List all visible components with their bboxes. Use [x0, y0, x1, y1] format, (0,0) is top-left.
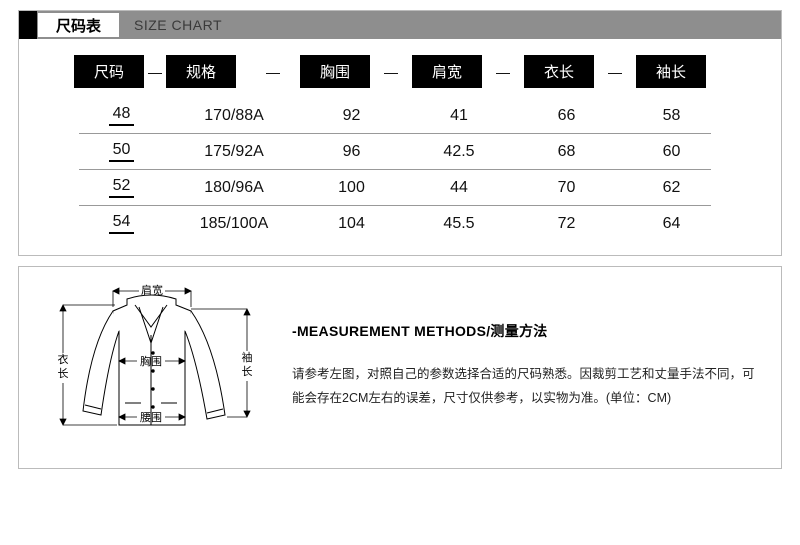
size-chart-header: 尺码表 SIZE CHART — [19, 11, 781, 39]
diagram-label-sleeve-b: 长 — [242, 365, 253, 378]
table-cell: 92 — [299, 107, 404, 125]
table-cell: 48 — [74, 105, 169, 126]
table-cell: 170/88A — [169, 107, 299, 125]
col-sep: — — [482, 65, 524, 79]
table-header-row: 尺码 — 规格 — 胸围 — 肩宽 — 衣长 — 袖长 — [19, 49, 781, 98]
table-cell: 64 — [619, 215, 724, 233]
table-cell: 104 — [299, 215, 404, 233]
size-chart-panel: 尺码表 SIZE CHART 尺码 — 规格 — 胸围 — 肩宽 — 衣长 — … — [18, 10, 782, 256]
table-cell: 180/96A — [169, 179, 299, 197]
table-cell: 62 — [619, 179, 724, 197]
table-cell: 68 — [514, 143, 619, 161]
col-sep: — — [594, 65, 636, 79]
col-shoulder: 肩宽 — [412, 55, 482, 88]
diagram-label-waist: 腰围 — [140, 411, 162, 424]
diagram-label-sleeve-a: 袖 — [242, 350, 253, 364]
table-cell: 52 — [74, 177, 169, 198]
table-cell: 44 — [404, 179, 514, 197]
table-cell: 41 — [404, 107, 514, 125]
col-sep: — — [370, 65, 412, 79]
header-tab-cn: 尺码表 — [37, 12, 120, 38]
header-tab-en: SIZE CHART — [120, 11, 236, 39]
table-row: 52180/96A100447062 — [19, 170, 781, 205]
garment-diagram: 肩宽 胸围 腰围 — [39, 283, 264, 448]
table-cell: 54 — [74, 213, 169, 234]
diagram-label-length-b: 长 — [58, 367, 69, 380]
measurement-panel: 肩宽 胸围 腰围 — [18, 266, 782, 469]
table-cell: 72 — [514, 215, 619, 233]
col-sep: — — [236, 65, 300, 79]
col-chest: 胸围 — [300, 55, 370, 88]
diagram-label-shoulder: 肩宽 — [141, 283, 163, 297]
col-length: 衣长 — [524, 55, 594, 88]
measurement-title: -MEASUREMENT METHODS/测量方法 — [292, 321, 761, 341]
table-cell: 100 — [299, 179, 404, 197]
table-cell: 175/92A — [169, 143, 299, 161]
table-row: 50175/92A9642.56860 — [19, 134, 781, 169]
table-row: 54185/100A10445.57264 — [19, 206, 781, 241]
col-sep: — — [144, 65, 166, 79]
table-cell: 60 — [619, 143, 724, 161]
table-body: 48170/88A9241665850175/92A9642.568605218… — [19, 98, 781, 241]
table-cell: 45.5 — [404, 215, 514, 233]
measurement-text: -MEASUREMENT METHODS/测量方法 请参考左图，对照自己的参数选… — [264, 321, 761, 409]
header-accent-strip — [19, 11, 37, 39]
table-cell: 96 — [299, 143, 404, 161]
col-spec: 规格 — [166, 55, 236, 88]
table-cell: 42.5 — [404, 143, 514, 161]
table-cell: 50 — [74, 141, 169, 162]
table-cell: 185/100A — [169, 215, 299, 233]
table-cell: 58 — [619, 107, 724, 125]
col-sleeve: 袖长 — [636, 55, 706, 88]
diagram-label-length-a: 衣 — [58, 352, 69, 366]
table-row: 48170/88A92416658 — [19, 98, 781, 133]
diagram-label-chest: 胸围 — [140, 354, 162, 368]
measurement-desc: 请参考左图，对照自己的参数选择合适的尺码熟悉。因裁剪工艺和丈量手法不同，可能会存… — [292, 363, 761, 409]
table-cell: 66 — [514, 107, 619, 125]
table-cell: 70 — [514, 179, 619, 197]
col-size: 尺码 — [74, 55, 144, 88]
